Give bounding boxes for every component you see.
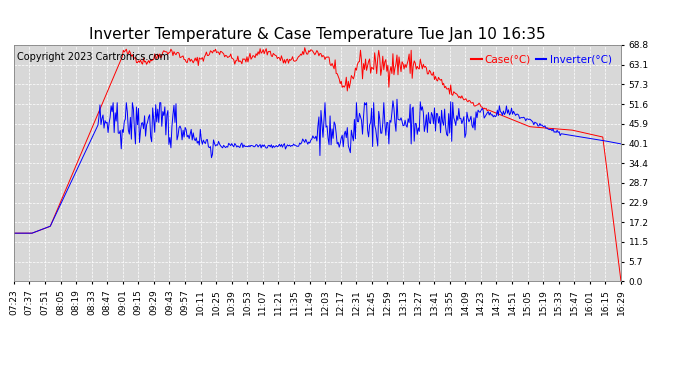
Text: Copyright 2023 Cartronics.com: Copyright 2023 Cartronics.com xyxy=(17,52,169,62)
Title: Inverter Temperature & Case Temperature Tue Jan 10 16:35: Inverter Temperature & Case Temperature … xyxy=(89,27,546,42)
Legend: Case(°C), Inverter(°C): Case(°C), Inverter(°C) xyxy=(467,50,615,69)
